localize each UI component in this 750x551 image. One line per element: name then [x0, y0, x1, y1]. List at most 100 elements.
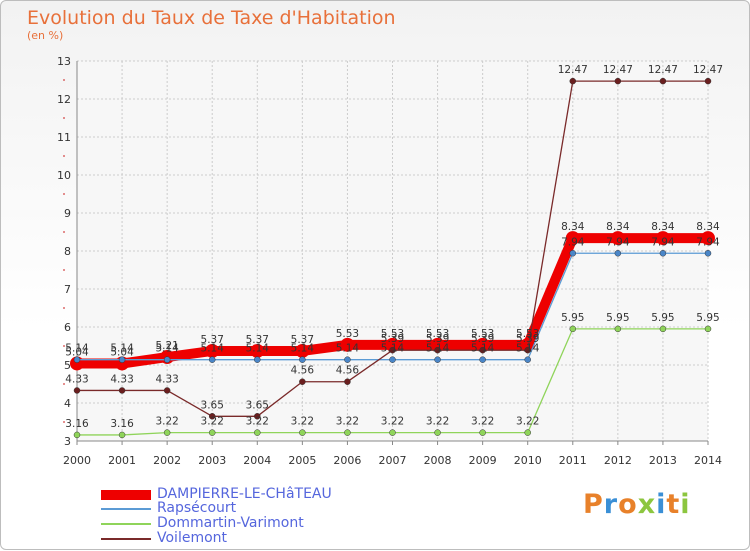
data-point-voilemont: [299, 378, 306, 385]
legend-item-dampierre: DAMPIERRE-LE-CHâTEAU: [101, 486, 401, 503]
data-label-dampierre: 5.37: [201, 334, 224, 346]
data-label-dommartin: 3.16: [110, 418, 134, 430]
data-point-voilemont: [434, 346, 441, 354]
data-point-dampierre: [340, 337, 355, 352]
data-label-rapsecourt: 5.14: [201, 343, 225, 355]
data-label-dampierre: 5.37: [291, 334, 314, 346]
data-label-rapsecourt: 5.14: [426, 343, 450, 355]
data-point-dommartin: [659, 325, 667, 333]
data-label-dampierre: 5.53: [426, 328, 449, 340]
data-point-dampierre: [385, 337, 400, 352]
data-point-rapsecourt: [524, 356, 531, 363]
y-tick-label: 4: [64, 397, 71, 410]
data-point-rapsecourt: [479, 356, 486, 363]
data-label-rapsecourt: 5.14: [381, 343, 405, 355]
data-point-rapsecourt: [569, 250, 577, 257]
data-point-rapsecourt: [254, 356, 261, 363]
data-label-dommartin: 3.22: [246, 416, 269, 428]
data-label-voilemont: 4.33: [110, 373, 133, 385]
data-point-dommartin: [118, 431, 126, 439]
legend-item-voilemont: Voilemont: [101, 530, 401, 547]
legend-label: DAMPIERRE-LE-CHâTEAU: [157, 486, 332, 502]
data-point-rapsecourt: [659, 250, 667, 257]
data-label-dommartin: 3.22: [155, 416, 178, 428]
data-label-dampierre: 5.53: [336, 328, 359, 340]
data-label-voilemont: 4.56: [336, 365, 360, 377]
legend-swatch: [101, 508, 151, 510]
data-label-dommartin: 3.22: [336, 416, 359, 428]
data-point-dommartin: [163, 429, 171, 436]
x-tick-label: 2006: [333, 454, 361, 467]
data-label-dommartin: 5.95: [606, 312, 629, 324]
y-tick-label: 9: [64, 207, 71, 220]
y-tick-label: 6: [64, 321, 71, 334]
data-label-dommartin: 5.95: [561, 312, 584, 324]
data-point-voilemont: [208, 413, 216, 420]
y-tick-label: 5: [64, 359, 71, 372]
data-label-voilemont: 3.65: [201, 399, 224, 411]
data-point-voilemont: [254, 413, 261, 420]
data-label-dampierre: 5.04: [110, 346, 134, 358]
x-tick-label: 2005: [288, 454, 316, 467]
data-label-voilemont: 12.47: [603, 64, 633, 76]
data-point-dampierre: [655, 231, 670, 246]
data-point-dommartin: [434, 429, 441, 436]
data-label-rapsecourt: 7.94: [606, 236, 630, 248]
chart-subtitle: (en %): [27, 29, 64, 42]
y-tick-label: 11: [57, 131, 71, 144]
data-point-dampierre: [520, 337, 535, 352]
x-tick-label: 2012: [604, 454, 632, 467]
data-label-voilemont: 5.39: [471, 333, 494, 345]
data-label-dommartin: 3.22: [471, 416, 494, 428]
data-point-voilemont: [704, 77, 712, 85]
data-label-dommartin: 3.22: [426, 416, 449, 428]
data-label-dampierre: 8.34: [606, 221, 630, 233]
data-label-voilemont: 3.65: [246, 399, 269, 411]
data-point-dommartin: [569, 325, 577, 333]
data-label-dommartin: 3.22: [381, 416, 404, 428]
legend-swatch: [101, 490, 151, 500]
data-label-rapsecourt: 5.14: [246, 343, 270, 355]
x-tick-label: 2001: [108, 454, 136, 467]
data-point-dommartin: [614, 325, 622, 333]
data-label-dampierre: 5.53: [516, 328, 539, 340]
data-point-dommartin: [479, 429, 486, 436]
data-label-dampierre: 5.21: [155, 340, 178, 352]
data-label-rapsecourt: 5.14: [110, 343, 134, 355]
data-label-voilemont: 12.47: [648, 64, 678, 76]
data-point-voilemont: [344, 378, 351, 385]
data-point-dommartin: [73, 431, 81, 439]
y-tick-label: 10: [57, 169, 71, 182]
legend-item-dommartin: Dommartin-Varimont: [101, 515, 401, 532]
data-point-voilemont: [389, 346, 396, 354]
data-point-rapsecourt: [299, 356, 306, 363]
data-point-voilemont: [479, 346, 486, 354]
data-label-voilemont: 12.47: [558, 64, 588, 76]
data-point-dommartin: [344, 429, 351, 436]
data-label-rapsecourt: 7.94: [561, 236, 585, 248]
data-point-dampierre: [475, 337, 490, 352]
data-label-rapsecourt: 5.14: [65, 343, 89, 355]
data-point-dommartin: [299, 429, 306, 436]
data-point-dommartin: [524, 429, 531, 436]
x-tick-label: 2008: [424, 454, 452, 467]
x-tick-label: 2009: [469, 454, 497, 467]
x-tick-label: 2000: [63, 454, 91, 467]
data-point-dommartin: [389, 429, 396, 436]
data-label-rapsecourt: 5.14: [336, 343, 360, 355]
legend-label: Rapsécourt: [157, 500, 237, 516]
data-label-rapsecourt: 5.14: [471, 343, 495, 355]
data-point-dommartin: [704, 325, 712, 333]
data-point-voilemont: [569, 77, 577, 85]
data-label-dampierre: 8.34: [561, 221, 585, 233]
legend-label: Dommartin-Varimont: [157, 515, 304, 531]
data-point-dampierre: [610, 231, 625, 246]
data-point-dampierre: [295, 343, 310, 358]
data-point-voilemont: [524, 346, 531, 354]
data-label-dampierre: 8.34: [696, 221, 720, 233]
data-label-dommartin: 3.22: [201, 416, 224, 428]
data-label-rapsecourt: 5.14: [291, 343, 315, 355]
x-tick-label: 2010: [514, 454, 542, 467]
x-tick-label: 2011: [559, 454, 587, 467]
